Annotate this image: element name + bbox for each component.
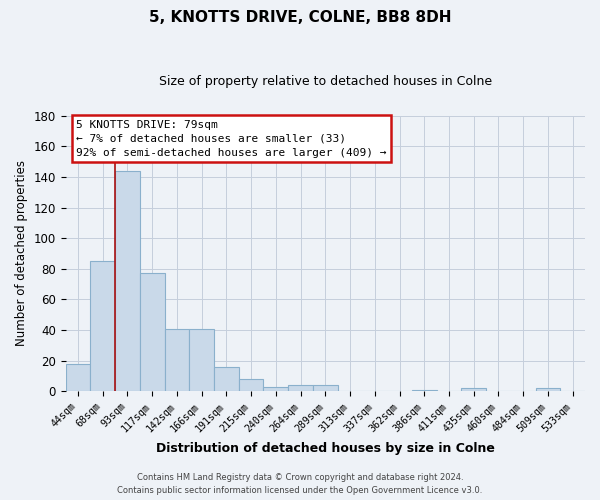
Bar xyxy=(140,274,164,392)
Text: 5, KNOTTS DRIVE, COLNE, BB8 8DH: 5, KNOTTS DRIVE, COLNE, BB8 8DH xyxy=(149,10,451,25)
Bar xyxy=(536,388,560,392)
X-axis label: Distribution of detached houses by size in Colne: Distribution of detached houses by size … xyxy=(156,442,495,455)
Bar xyxy=(164,328,190,392)
Bar xyxy=(288,386,313,392)
Bar xyxy=(239,379,263,392)
Bar xyxy=(190,328,214,392)
Y-axis label: Number of detached properties: Number of detached properties xyxy=(15,160,28,346)
Bar xyxy=(65,364,91,392)
Text: Contains HM Land Registry data © Crown copyright and database right 2024.
Contai: Contains HM Land Registry data © Crown c… xyxy=(118,473,482,495)
Bar xyxy=(412,390,437,392)
Bar xyxy=(263,387,288,392)
Text: 5 KNOTTS DRIVE: 79sqm
← 7% of detached houses are smaller (33)
92% of semi-detac: 5 KNOTTS DRIVE: 79sqm ← 7% of detached h… xyxy=(76,120,386,158)
Bar xyxy=(461,388,486,392)
Bar xyxy=(214,367,239,392)
Bar xyxy=(115,170,140,392)
Bar xyxy=(91,261,115,392)
Bar xyxy=(313,386,338,392)
Title: Size of property relative to detached houses in Colne: Size of property relative to detached ho… xyxy=(159,75,492,88)
